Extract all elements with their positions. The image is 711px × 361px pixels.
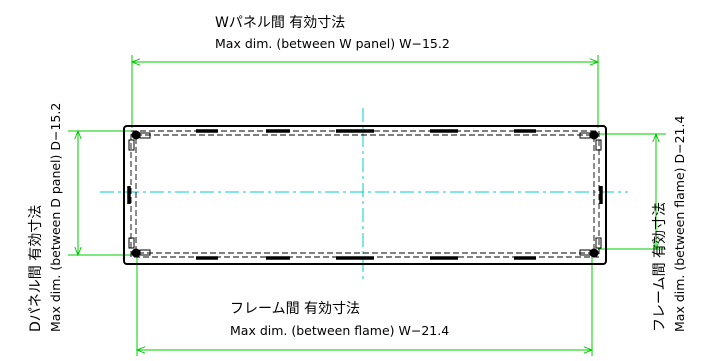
extension-lines bbox=[68, 55, 666, 356]
w-panel-label-jp: Wパネル間 有効寸法 bbox=[215, 15, 345, 31]
frame-slots bbox=[127, 129, 603, 260]
w-panel-label-en: Max dim. (between W panel) W−15.2 bbox=[215, 36, 450, 51]
inner-panel-line bbox=[130, 130, 600, 258]
frame-w-label-en: Max dim. (between flame) W−21.4 bbox=[230, 323, 449, 338]
d-panel-label-jp: Dパネル間 有効寸法 bbox=[28, 205, 44, 332]
corner-fittings bbox=[128, 130, 602, 258]
outer-frame bbox=[123, 125, 607, 265]
frame-d-label-en: Max dim. (between flame) D−21.4 bbox=[672, 116, 687, 332]
inner-frame-line bbox=[135, 134, 595, 254]
frame-w-label-jp: フレーム間 有効寸法 bbox=[230, 301, 360, 317]
dimension-lines bbox=[74, 58, 660, 354]
frame-d-label-jp: フレーム間 有効寸法 bbox=[652, 202, 668, 332]
center-lines bbox=[100, 108, 628, 282]
d-panel-label-en: Max dim. (between D panel) D−15.2 bbox=[48, 103, 63, 332]
